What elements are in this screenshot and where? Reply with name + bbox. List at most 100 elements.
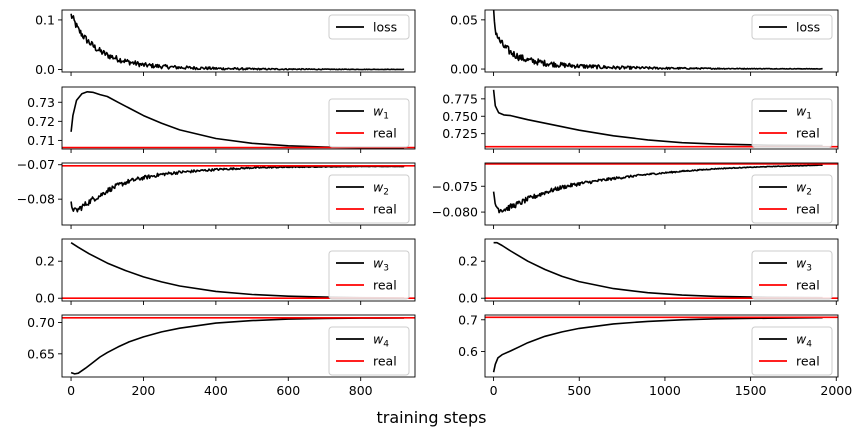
- legend-label: real: [796, 354, 820, 369]
- axes-frame: [61, 9, 416, 73]
- y-tick-label: −0.080: [432, 205, 478, 220]
- plot-area: [485, 316, 838, 373]
- series-line-w3: [493, 241, 823, 299]
- legend: w4 real: [751, 326, 833, 376]
- x-tick-label: 600: [276, 383, 300, 398]
- series-line-w1: [492, 89, 823, 147]
- y-tick-label: 0.0: [35, 62, 55, 77]
- legend: w4 real: [328, 326, 410, 376]
- x-tick-label: 200: [132, 383, 156, 398]
- plot-area: [492, 10, 823, 70]
- series-line-w1: [70, 91, 405, 149]
- y-tick-label: 0.73: [27, 95, 55, 110]
- axes-frame: [61, 86, 416, 150]
- legend-label: loss: [373, 20, 397, 35]
- axes-frame: [484, 162, 839, 226]
- legend-label: w4: [796, 332, 812, 350]
- legend-box: [328, 98, 410, 148]
- legend: loss: [751, 14, 833, 40]
- legend: w1 real: [751, 98, 833, 148]
- legend-label: real: [373, 354, 397, 369]
- series-line-w4: [492, 316, 823, 373]
- axes-frame: [61, 162, 416, 226]
- y-tick-label: 0.7: [458, 312, 478, 327]
- legend-label: w2: [373, 180, 389, 198]
- legend-box: [328, 174, 410, 224]
- y-tick-label: 0.70: [27, 315, 55, 330]
- y-tick-label: 0.05: [450, 12, 478, 27]
- x-tick-label: 500: [567, 383, 591, 398]
- series-line-w3: [70, 242, 405, 299]
- subplot-right-w4: 0.6 0.7 0 500 1000 1500 2000 w4 real: [458, 312, 852, 398]
- subplot-left-w1: 0.71 0.72 0.73 w1 real: [27, 86, 416, 153]
- legend: w3 real: [328, 250, 410, 300]
- legend-label: real: [796, 126, 820, 141]
- subplot-left-w4: 0.65 0.70 0 200 400 600 800 w4 real: [27, 314, 416, 398]
- legend-label: w3: [796, 256, 812, 274]
- subplot-left-loss: 0.0 0.1 loss: [35, 9, 416, 77]
- legend-label: w2: [796, 180, 812, 198]
- x-axis-label: training steps: [376, 408, 487, 427]
- x-tick-label: 0: [490, 383, 498, 398]
- series-line-w2: [492, 164, 823, 214]
- y-tick-label: 0.72: [27, 114, 55, 129]
- subplot-left-w3: 0.0 0.2 w3 real: [35, 238, 416, 306]
- y-tick-label: 0.775: [442, 91, 478, 106]
- plot-area: [62, 317, 415, 375]
- axes-frame: [484, 314, 839, 378]
- legend-label: w1: [373, 104, 389, 122]
- y-tick-label: 0.00: [450, 62, 478, 77]
- legend: w1 real: [328, 98, 410, 148]
- plot-area: [485, 163, 838, 214]
- y-tick-label: −0.08: [17, 192, 55, 207]
- legend-box: [751, 14, 833, 40]
- legend-label: w1: [796, 104, 812, 122]
- plot-area: [62, 165, 415, 213]
- legend-box: [328, 14, 410, 40]
- y-tick-label: 0.6: [458, 344, 478, 359]
- y-tick-label: 0.725: [442, 126, 478, 141]
- legend: w2 real: [328, 174, 410, 224]
- y-tick-label: 0.0: [35, 291, 55, 306]
- y-tick-label: −0.075: [432, 179, 478, 194]
- legend-label: real: [796, 202, 820, 217]
- legend-label: real: [796, 278, 820, 293]
- y-tick-label: 0.2: [35, 254, 55, 269]
- x-tick-label: 1000: [649, 383, 681, 398]
- axes-frame: [61, 238, 416, 302]
- subplot-left-w2: −0.08 −0.07 w2 real: [17, 157, 416, 229]
- y-tick-label: 0.750: [442, 109, 478, 124]
- legend-box: [328, 250, 410, 300]
- legend-label: loss: [796, 20, 820, 35]
- subplot-right-w1: 0.725 0.750 0.775 w1 real: [442, 86, 839, 153]
- x-tick-label: 800: [349, 383, 373, 398]
- y-tick-label: −0.07: [17, 157, 55, 172]
- axes-frame: [61, 314, 416, 378]
- y-tick-label: 0.2: [458, 254, 478, 269]
- y-tick-label: 0.0: [458, 291, 478, 306]
- y-tick-label: 0.65: [27, 346, 55, 361]
- series-line-loss: [70, 13, 405, 71]
- subplot-right-w3: 0.0 0.2 w3 real: [458, 238, 839, 306]
- legend-box: [751, 98, 833, 148]
- legend-box: [751, 174, 833, 224]
- legend-label: real: [373, 202, 397, 217]
- legend: w3 real: [751, 250, 833, 300]
- legend-box: [751, 326, 833, 376]
- legend-label: real: [373, 126, 397, 141]
- legend-label: w4: [373, 332, 389, 350]
- subplot-right-w2: −0.080 −0.075 w2 real: [432, 162, 839, 229]
- subplot-right-loss: 0.00 0.05 loss: [450, 9, 839, 77]
- legend-label: real: [373, 278, 397, 293]
- y-tick-label: 0.1: [35, 12, 55, 27]
- legend-box: [328, 326, 410, 376]
- axes-frame: [484, 86, 839, 150]
- legend-label: w3: [373, 256, 389, 274]
- series-line-loss: [492, 10, 823, 70]
- legend-box: [751, 250, 833, 300]
- x-tick-label: 1500: [735, 383, 767, 398]
- x-tick-label: 2000: [820, 383, 852, 398]
- legend: w2 real: [751, 174, 833, 224]
- axes-frame: [484, 238, 839, 302]
